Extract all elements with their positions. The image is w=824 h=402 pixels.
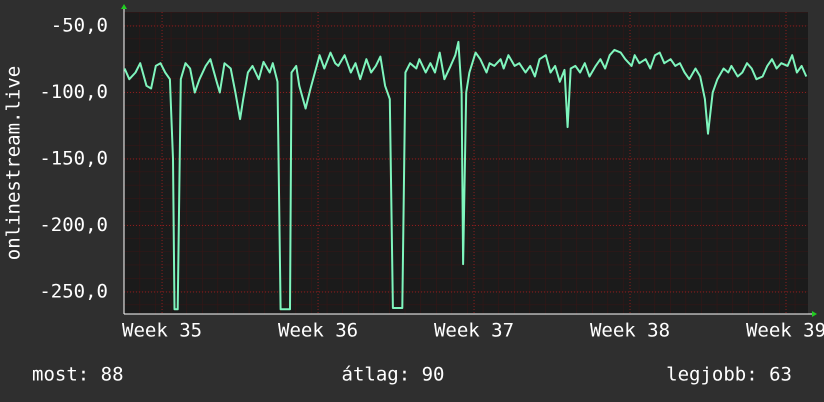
y-tick-label: -150,0 [39,148,108,170]
axis-arrow [121,4,127,9]
y-axis-label: onlinestream.live [3,66,25,260]
summary-stat: legjobb: 63 [666,364,792,386]
y-tick-label: -50,0 [51,14,108,36]
y-tick-label: -250,0 [39,281,108,303]
data-line [123,40,808,311]
minor-grid [124,12,808,314]
x-tick-label: Week 35 [122,320,202,342]
x-tick-label: Week 38 [590,320,670,342]
x-tick-label: Week 39 [746,320,824,342]
summary-stat: átlag: 90 [342,364,445,386]
x-tick-label: Week 37 [434,320,514,342]
y-tick-label: -200,0 [39,214,108,236]
summary-stat: most: 88 [32,364,124,386]
y-tick-label: -100,0 [39,81,108,103]
x-tick-label: Week 36 [278,320,358,342]
axis-arrow [812,311,817,317]
